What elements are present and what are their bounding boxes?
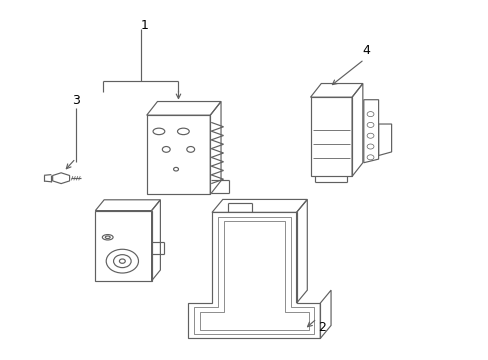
Text: 4: 4 [362,44,370,57]
Text: 1: 1 [140,19,148,32]
Text: 2: 2 [317,321,325,334]
Text: 3: 3 [72,94,80,107]
